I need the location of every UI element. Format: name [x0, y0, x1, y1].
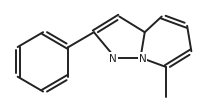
Text: N: N: [139, 53, 147, 63]
Text: N: N: [109, 53, 117, 63]
